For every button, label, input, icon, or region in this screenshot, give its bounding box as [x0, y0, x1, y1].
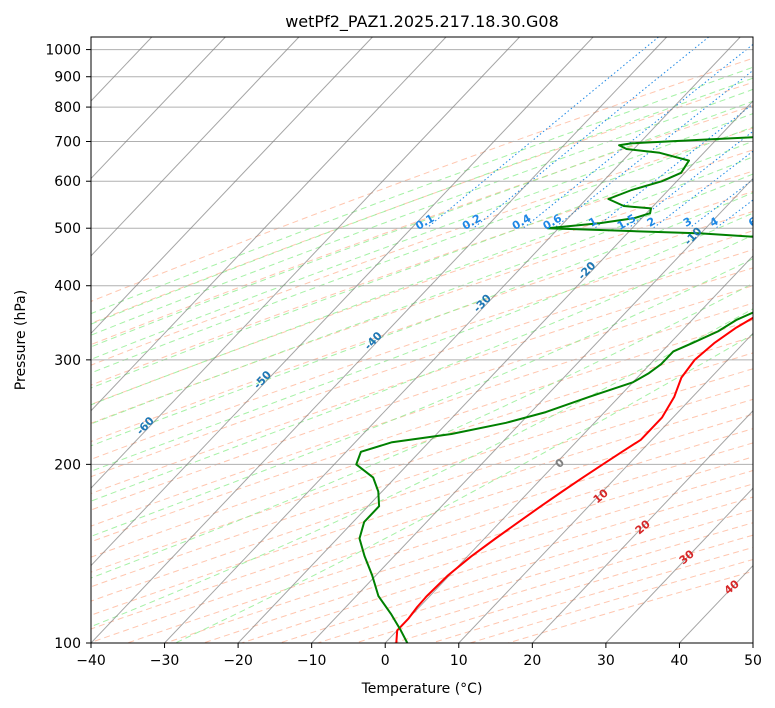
x-tick-label: 30: [597, 653, 615, 669]
x-tick-label: −10: [297, 653, 327, 669]
x-tick-label: 50: [744, 653, 762, 669]
data-series: [355, 136, 753, 643]
x-axis-ticks: −40 −30 −20 −10 0 10 20 30 40 50: [76, 643, 762, 669]
y-tick-label: 1000: [45, 43, 81, 59]
dry-adiabat-line: [91, 57, 753, 302]
dry-adiabat-line: [91, 127, 753, 366]
y-tick-label: 100: [54, 636, 81, 652]
dry-adiabat-line: [91, 319, 753, 543]
mixing-ratio-line: [426, 37, 659, 229]
isotherm-line: [91, 37, 447, 412]
dry-adiabat-line: [91, 190, 753, 424]
y-tick-label: 600: [54, 174, 81, 190]
y-tick-label: 800: [54, 100, 81, 116]
isotherm-line: [605, 487, 753, 643]
moist-adiabat-line: [91, 212, 753, 472]
isotherm-line: [384, 255, 753, 643]
mixing-ratio-label: 6: [746, 214, 759, 229]
y-axis-ticks: 100 200 300 400 500 600 700 800 900 1000: [45, 43, 91, 652]
mixing-ratio-line: [473, 37, 710, 229]
dry-adiabat-line: [91, 383, 753, 602]
plot-frame: [90, 36, 754, 644]
isotherm-line: [91, 37, 373, 335]
moist-adiabat-line: [91, 100, 753, 348]
dry-adiabat-line: [91, 336, 753, 558]
dry-adiabat-line: [91, 105, 753, 346]
y-tick-label: 400: [54, 279, 81, 295]
moist-adiabat-line: [91, 282, 753, 579]
dewpoint-profile-line: [355, 136, 753, 643]
moist-adiabat-line: [91, 126, 753, 374]
moist-adiabat-line: [175, 333, 753, 643]
isotherm-line: [91, 37, 668, 643]
dry-adiabat-line: [91, 368, 753, 588]
pressure-grid: [91, 49, 753, 643]
isotherm-line: [458, 332, 753, 643]
isotherm-line: [164, 37, 741, 643]
moist-adiabat-line: [91, 173, 753, 425]
y-tick-label: 700: [54, 134, 81, 150]
moist-adiabat-line: [91, 66, 753, 315]
mixing-ratio-line: [523, 43, 753, 229]
dry-adiabat-line: [91, 230, 753, 460]
isotherm-line: [531, 409, 753, 643]
y-tick-label: 300: [54, 353, 81, 369]
x-tick-label: 0: [381, 653, 390, 669]
chart-title: wetPf2_PAZ1.2025.217.18.30.G08: [285, 12, 559, 32]
isotherm-line: [91, 37, 594, 567]
mixing-ratio-line: [688, 178, 753, 229]
x-tick-label: 40: [671, 653, 689, 669]
y-tick-label: 200: [54, 457, 81, 473]
isotherm-line: [91, 37, 300, 257]
isotherm-line: [311, 177, 753, 643]
x-tick-label: 20: [523, 653, 541, 669]
y-axis-label: Pressure (hPa): [13, 290, 29, 390]
dry-adiabat-line: [91, 249, 753, 478]
x-axis-label: Temperature (°C): [361, 681, 483, 697]
y-tick-label: 500: [54, 221, 81, 237]
dry-adiabat-line: [91, 170, 753, 406]
isotherm-line: [91, 37, 520, 489]
dry-adiabat-line: [91, 285, 753, 511]
moist-adiabat-line: [91, 88, 753, 336]
temperature-profile-line: [395, 316, 753, 643]
isotherm-line: [91, 37, 226, 180]
moist-adiabat-line: [91, 234, 753, 502]
plot-area: -100-90-80-70-60-50-40-30-20-100.10.20.4…: [91, 37, 759, 643]
x-tick-label: −30: [150, 653, 180, 669]
y-tick-label: 900: [54, 70, 81, 86]
x-tick-label: −40: [76, 653, 106, 669]
x-tick-label: −20: [223, 653, 253, 669]
x-tick-label: 10: [450, 653, 468, 669]
